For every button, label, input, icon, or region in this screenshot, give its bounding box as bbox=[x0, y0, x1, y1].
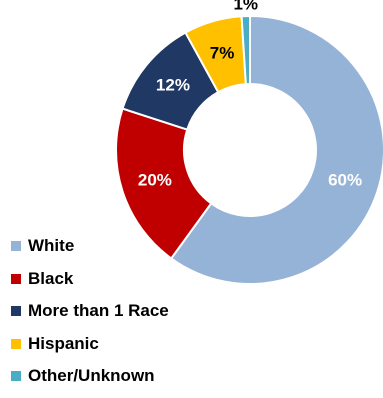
data-label-more-than-1-race: 12% bbox=[156, 76, 190, 95]
data-label-other-unknown: 1% bbox=[233, 0, 258, 14]
legend-label-black: Black bbox=[28, 268, 74, 288]
slice-white bbox=[169, 14, 383, 285]
legend-swatch-other-unknown bbox=[11, 371, 21, 382]
data-label-hispanic: 7% bbox=[210, 43, 235, 62]
slice-other-unknown bbox=[240, 14, 251, 86]
legend-swatch-more-than-1-race bbox=[11, 306, 21, 317]
data-label-white: 60% bbox=[328, 170, 362, 189]
legend-swatch-black bbox=[11, 273, 21, 284]
legend-swatch-white bbox=[11, 241, 21, 252]
chart-legend: White Black More than 1 Race Hispanic Ot… bbox=[11, 230, 169, 393]
slice-black bbox=[115, 107, 213, 260]
legend-label-other-unknown: Other/Unknown bbox=[28, 366, 155, 386]
legend-swatch-hispanic bbox=[11, 338, 21, 349]
legend-item-other-unknown: Other/Unknown bbox=[11, 360, 169, 393]
legend-item-more-than-1-race: More than 1 Race bbox=[11, 295, 169, 328]
legend-label-white: White bbox=[28, 236, 75, 256]
legend-label-more-than-1-race: More than 1 Race bbox=[28, 301, 169, 321]
legend-item-white: White bbox=[11, 230, 169, 263]
legend-label-hispanic: Hispanic bbox=[28, 333, 99, 353]
data-label-black: 20% bbox=[138, 170, 172, 189]
legend-item-black: Black bbox=[11, 263, 169, 296]
legend-item-hispanic: Hispanic bbox=[11, 328, 169, 361]
